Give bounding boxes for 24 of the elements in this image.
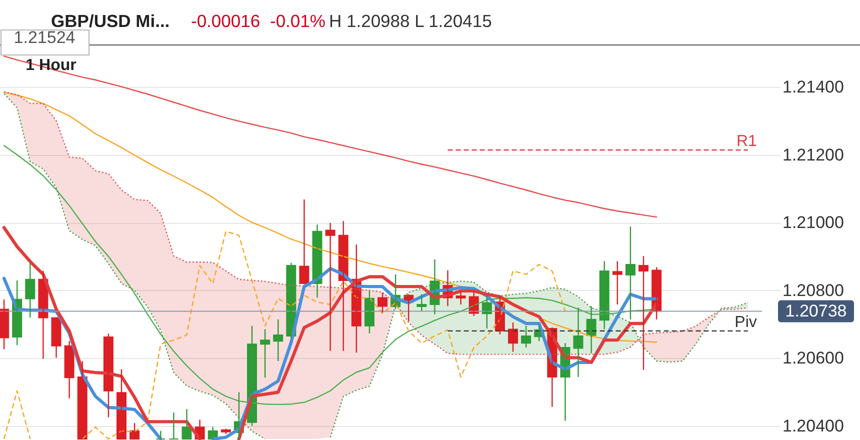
candlestick	[521, 325, 532, 348]
y-tick-label: 1.21000	[782, 213, 844, 232]
ref-line-label: 1.20738	[785, 301, 847, 320]
text: -0.01%	[270, 11, 326, 31]
y-tick-label: 1.20800	[782, 280, 844, 300]
candlestick	[378, 292, 388, 314]
series-label: R1	[736, 133, 758, 150]
y-tick-label: 1.20600	[782, 348, 844, 368]
candlestick	[638, 255, 649, 370]
line-series	[3, 145, 658, 406]
text: H 1.20988 L 1.20415	[329, 11, 492, 31]
series-label: Piv	[734, 314, 757, 331]
chart-title: GBP/USD Mi...	[51, 11, 170, 31]
candlestick	[168, 412, 179, 440]
y-tick-label: 1.21200	[782, 145, 844, 164]
candlestick	[273, 318, 284, 362]
annotation: 1.21524	[14, 28, 76, 47]
text: -0.00016	[191, 11, 260, 31]
candlestick	[260, 328, 270, 378]
y-tick-label: 1.21400	[782, 78, 844, 97]
y-tick-label: 1.20400	[782, 416, 844, 436]
line-series	[3, 56, 658, 218]
candlestick	[612, 260, 622, 306]
candlestick	[625, 226, 636, 320]
